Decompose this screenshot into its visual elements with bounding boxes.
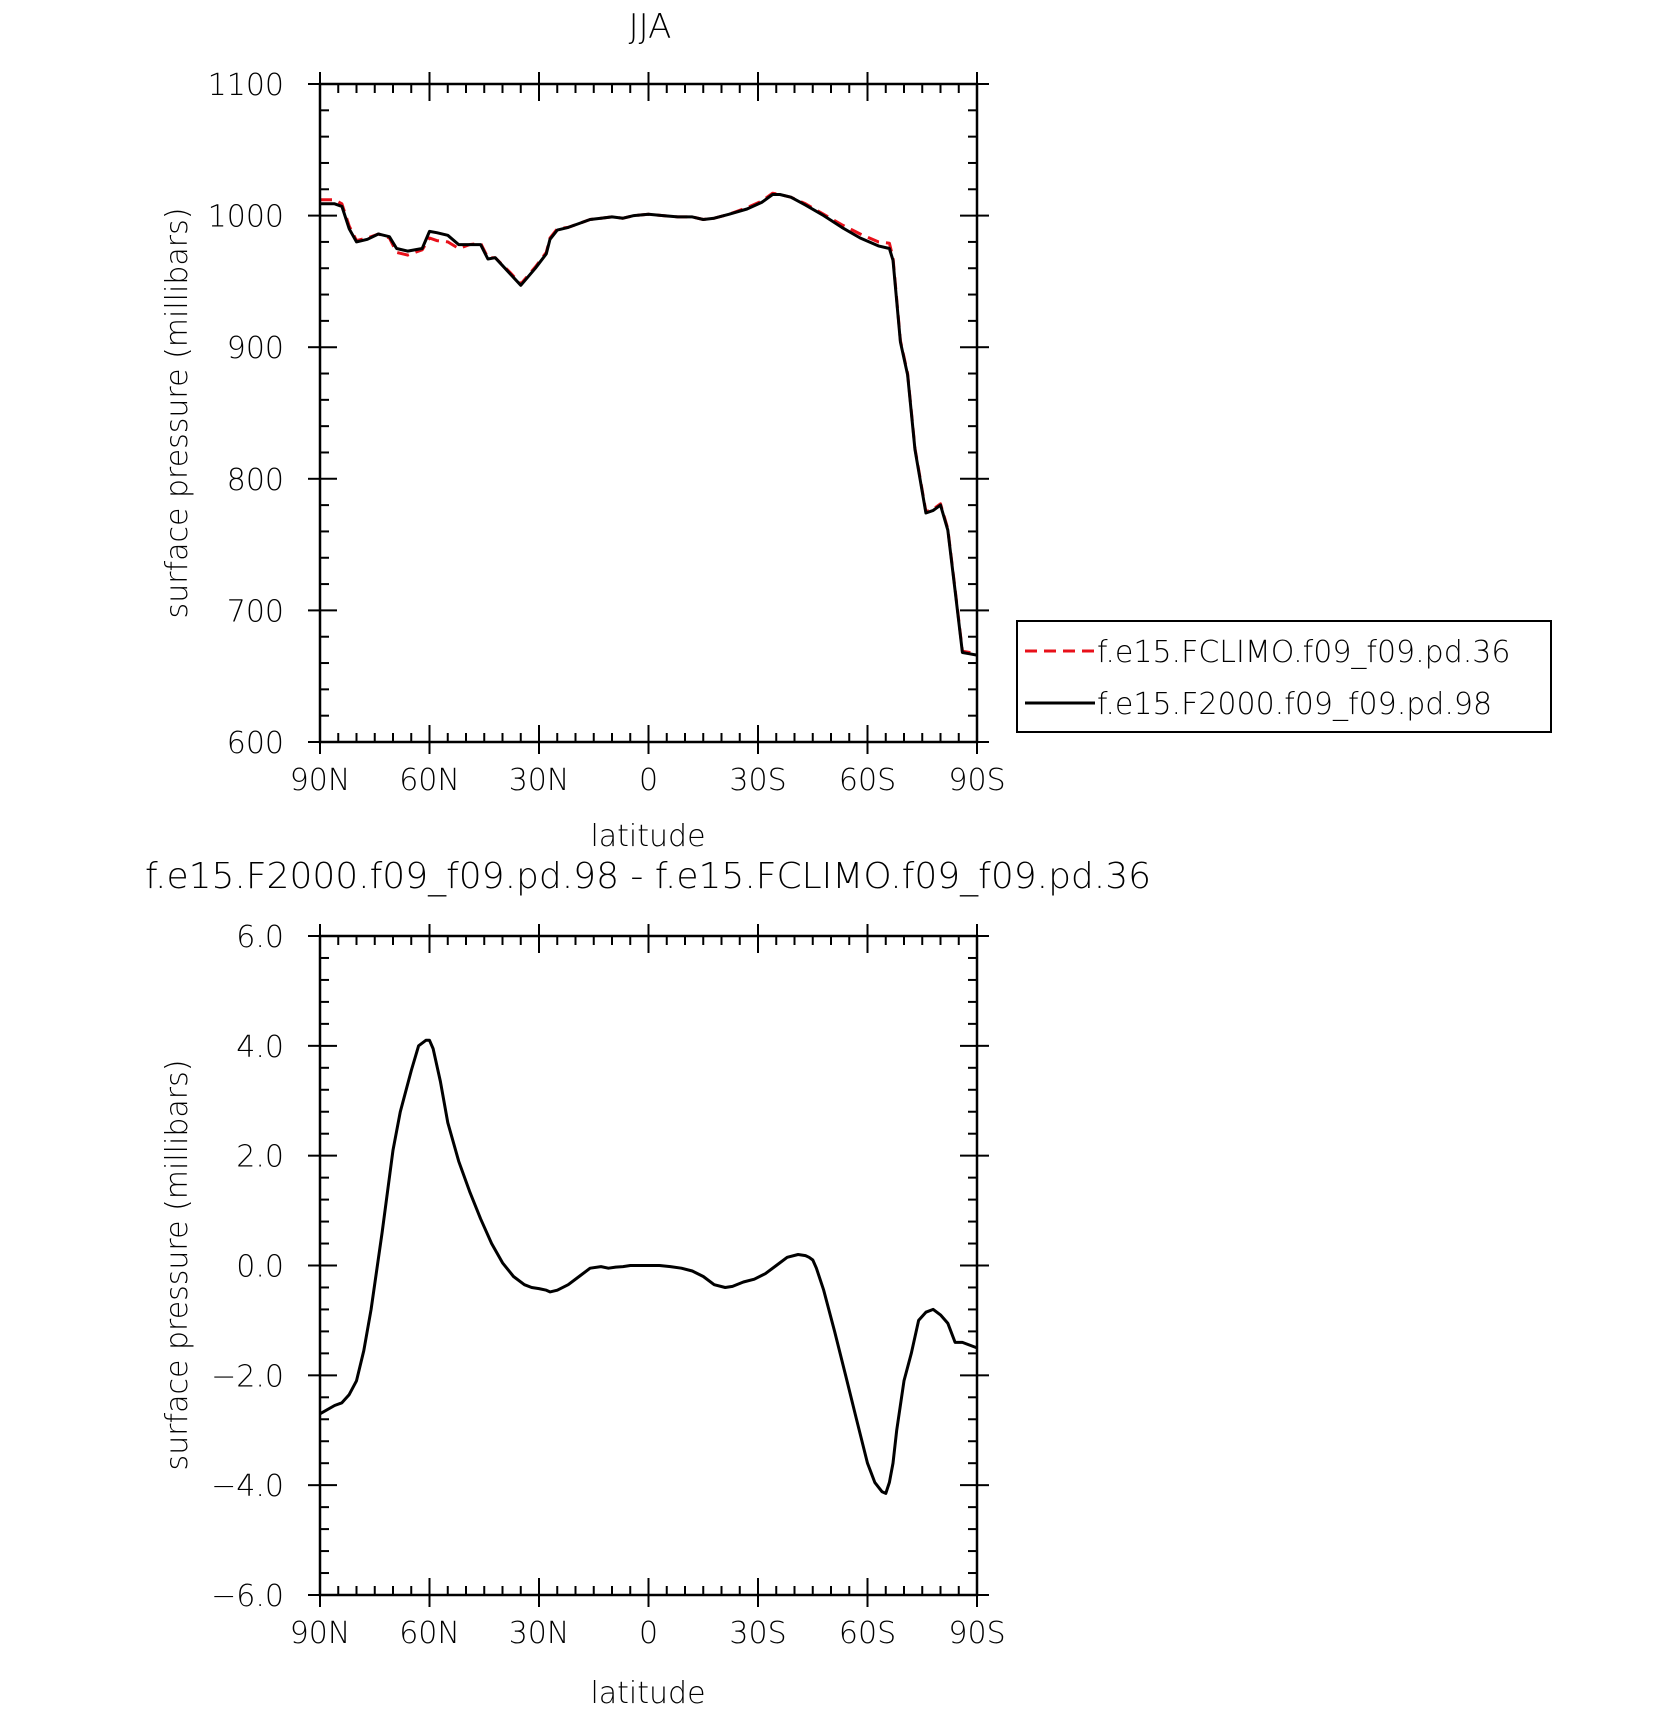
bottom-x-axis-label: latitude	[590, 1676, 705, 1711]
top-ticks	[308, 72, 989, 754]
top-x-axis-label: latitude	[590, 819, 705, 854]
bottom-series-line-0	[319, 1038, 978, 1495]
bottom-x-tick-label: 60S	[839, 1616, 896, 1651]
top-y-tick-label: 700	[227, 594, 284, 629]
top-legend: f.e15.FCLIMO.f09_f09.pd.36 f.e15.F2000.f…	[1016, 620, 1552, 733]
top-chart-title: JJA	[629, 7, 672, 47]
bottom-y-tick-labels: −6.0 −4.0 −2.0 0.0 2.0 4.0 6.0	[211, 920, 284, 1614]
legend-label-fclimo: f.e15.FCLIMO.f09_f09.pd.36	[1097, 635, 1510, 670]
top-y-tick-label: 1000	[208, 200, 284, 235]
bottom-y-tick-label: 2.0	[236, 1140, 284, 1175]
bottom-y-tick-label: −4.0	[211, 1469, 284, 1504]
bottom-x-tick-label: 30S	[729, 1616, 786, 1651]
bottom-series-group	[319, 1038, 978, 1495]
bottom-y-tick-label: −2.0	[211, 1359, 284, 1394]
bottom-chart-title: f.e15.F2000.f09_f09.pd.98 - f.e15.FCLIMO…	[145, 856, 1151, 897]
bottom-y-tick-label: 6.0	[236, 920, 284, 955]
top-x-tick-label: 90S	[948, 763, 1005, 798]
bottom-x-tick-label: 90N	[290, 1616, 351, 1651]
bottom-x-tick-label: 90S	[948, 1616, 1005, 1651]
bottom-x-tick-label: 60N	[399, 1616, 460, 1651]
bottom-x-tick-label: 0	[639, 1616, 658, 1651]
top-series-line-1	[320, 193, 978, 657]
legend-label-f2000: f.e15.F2000.f09_f09.pd.98	[1097, 687, 1492, 722]
top-x-tick-labels: 90N 60N 30N 0 30S 60S 90S	[290, 763, 1006, 798]
top-y-tick-labels: 600 700 800 900 1000 1100	[208, 68, 284, 761]
top-x-tick-label: 60N	[399, 763, 460, 798]
bottom-y-tick-label: −6.0	[211, 1579, 284, 1614]
bottom-y-tick-label: 4.0	[236, 1030, 284, 1065]
top-y-tick-label: 1100	[208, 68, 284, 103]
legend-box	[1016, 620, 1552, 733]
top-y-tick-label: 900	[227, 331, 284, 366]
bottom-panel: f.e15.F2000.f09_f09.pd.98 - f.e15.FCLIMO…	[145, 856, 1151, 1711]
bottom-x-tick-labels: 90N 60N 30N 0 30S 60S 90S	[290, 1616, 1006, 1651]
top-series-group	[320, 191, 978, 657]
bottom-plot-frame	[318, 934, 979, 1597]
top-x-tick-label: 0	[639, 763, 658, 798]
top-x-tick-label: 30S	[729, 763, 786, 798]
bottom-x-tick-label: 30N	[509, 1616, 570, 1651]
bottom-y-tick-label: 0.0	[236, 1250, 284, 1285]
top-y-axis-label: surface pressure (millibars)	[160, 208, 195, 619]
top-y-tick-label: 800	[227, 463, 284, 498]
top-y-tick-label: 600	[227, 726, 284, 761]
top-plot-frame	[318, 82, 979, 744]
top-x-tick-label: 30N	[509, 763, 570, 798]
bottom-y-axis-label: surface pressure (millibars)	[160, 1060, 195, 1471]
top-x-tick-label: 90N	[290, 763, 351, 798]
top-x-tick-label: 60S	[839, 763, 896, 798]
top-panel: JJA 90N 60N 30N 0 30S 60S 90S 600 700 800 900 1000…	[160, 7, 1552, 854]
